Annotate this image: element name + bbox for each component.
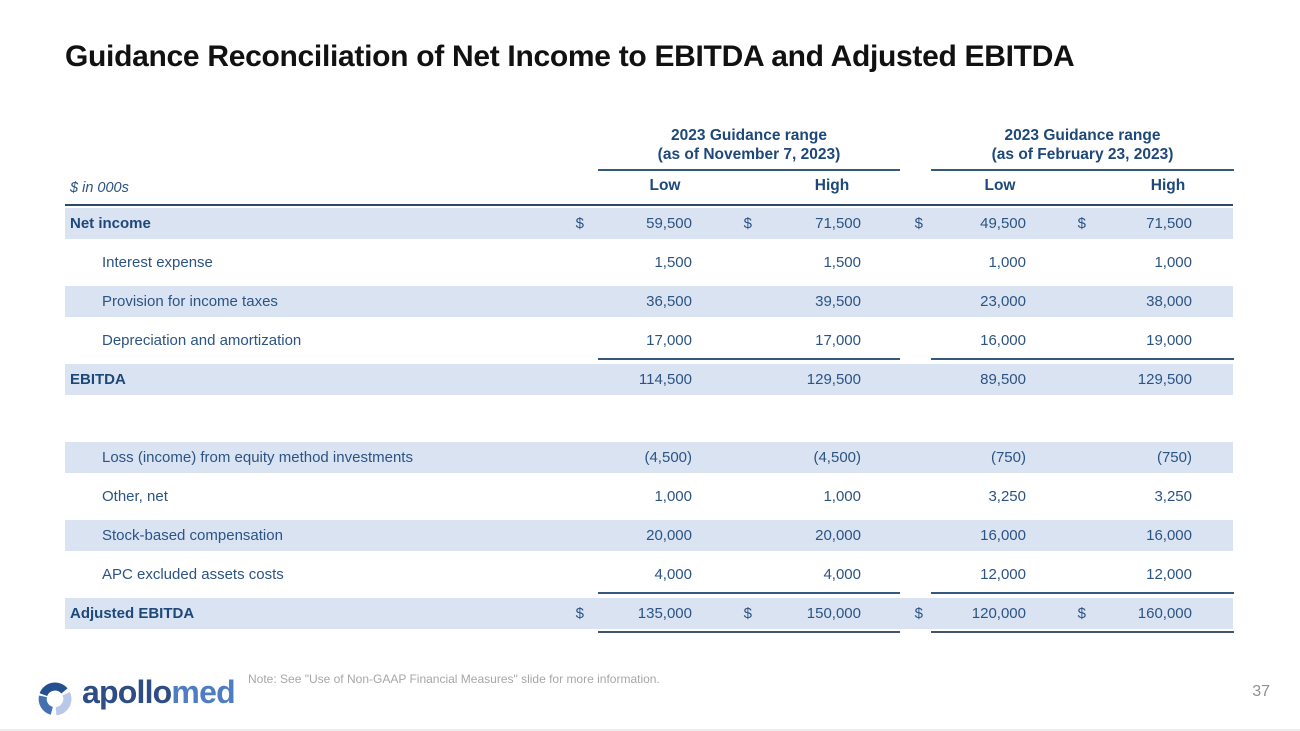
cell-value: (4,500) [644, 449, 692, 466]
cell-value: 4,000 [823, 566, 861, 583]
cell-value: 59,500 [646, 215, 692, 232]
currency-symbol: $ [575, 215, 584, 232]
row-label: APC excluded assets costs [102, 566, 284, 583]
cell-value: 16,000 [980, 332, 1026, 349]
table-row-apc-excluded-assets: APC excluded assets costs 4,000 4,000 12… [65, 555, 1233, 594]
subtotal-underline [598, 592, 900, 594]
table-row-depreciation-amortization: Depreciation and amortization 17,000 17,… [65, 321, 1233, 360]
cell-value: 3,250 [988, 488, 1026, 505]
column-header-low: Low [649, 177, 681, 194]
page-number: 37 [1252, 683, 1270, 700]
subtotal-underline [931, 592, 1234, 594]
group-underline [598, 169, 900, 171]
table-row-equity-method-investments: Loss (income) from equity method investm… [65, 438, 1233, 477]
row-label: Stock-based compensation [102, 527, 283, 544]
cell-value: 71,500 [1146, 215, 1192, 232]
table-row-interest-expense: Interest expense 1,500 1,500 1,000 1,000 [65, 243, 1233, 282]
page-title: Guidance Reconciliation of Net Income to… [65, 40, 1075, 73]
column-header-high: High [1150, 177, 1186, 194]
cell-value: 49,500 [980, 215, 1026, 232]
cell-value: 17,000 [646, 332, 692, 349]
cell-value: 12,000 [980, 566, 1026, 583]
cell-value: 16,000 [980, 527, 1026, 544]
currency-symbol: $ [914, 215, 923, 232]
cell-value: 36,500 [646, 293, 692, 310]
units-label: $ in 000s [70, 180, 129, 196]
cell-value: 4,000 [654, 566, 692, 583]
total-bottom-border [931, 631, 1234, 633]
footnote: Note: See "Use of Non-GAAP Financial Mea… [248, 672, 660, 686]
cell-value: 114,500 [638, 371, 692, 388]
reconciliation-table: Net income $ 59,500 $ 71,500 $ 49,500 $ … [65, 204, 1234, 633]
table-row-other-net: Other, net 1,000 1,000 3,250 3,250 [65, 477, 1233, 516]
cell-value: 160,000 [1137, 605, 1192, 622]
cell-value: 19,000 [1146, 332, 1192, 349]
cell-value: 20,000 [646, 527, 692, 544]
cell-value: 39,500 [815, 293, 861, 310]
cell-value: 150,000 [806, 605, 861, 622]
cell-value: 38,000 [1146, 293, 1192, 310]
group-underline [931, 169, 1234, 171]
table-row-adjusted-ebitda: Adjusted EBITDA $ 135,000 $ 150,000 $ 12… [65, 594, 1233, 633]
cell-value: (750) [1156, 449, 1192, 466]
cell-value: 1,000 [823, 488, 861, 505]
cell-value: 12,000 [1146, 566, 1192, 583]
currency-symbol: $ [743, 215, 752, 232]
row-label: Adjusted EBITDA [70, 605, 195, 622]
wordmark-med: med [171, 674, 235, 710]
table-row-stock-based-compensation: Stock-based compensation 20,000 20,000 1… [65, 516, 1233, 555]
group-title-line2: (as of November 7, 2023) [657, 146, 841, 163]
wordmark-apollo: apollo [82, 674, 172, 710]
row-label: Net income [70, 215, 151, 232]
row-label: EBITDA [70, 371, 126, 388]
cell-value: 129,500 [806, 371, 861, 388]
table-row-net-income: Net income $ 59,500 $ 71,500 $ 49,500 $ … [65, 204, 1233, 243]
slide-bottom-edge [0, 729, 1300, 731]
group-title-line1: 2023 Guidance range [1004, 127, 1161, 144]
cell-value: 89,500 [980, 371, 1026, 388]
table-top-border [65, 204, 1233, 206]
currency-symbol: $ [575, 605, 584, 622]
subtotal-underline [598, 358, 900, 360]
column-header-low: Low [984, 177, 1016, 194]
row-label: Loss (income) from equity method investm… [102, 449, 413, 466]
currency-symbol: $ [914, 605, 923, 622]
row-label: Interest expense [102, 254, 213, 271]
cell-value: 1,000 [1154, 254, 1192, 271]
cell-value: 1,000 [988, 254, 1026, 271]
cell-value: 16,000 [1146, 527, 1192, 544]
table-row-provision-income-taxes: Provision for income taxes 36,500 39,500… [65, 282, 1233, 321]
column-group-header-november: 2023 Guidance range (as of November 7, 2… [598, 126, 900, 164]
group-title-line1: 2023 Guidance range [671, 127, 827, 144]
row-label: Other, net [102, 488, 168, 505]
cell-value: 3,250 [1154, 488, 1192, 505]
cell-value: 1,000 [654, 488, 692, 505]
section-spacer [65, 399, 1233, 438]
column-group-header-february: 2023 Guidance range (as of February 23, … [931, 126, 1234, 164]
cell-value: 71,500 [815, 215, 861, 232]
apollomed-logo-icon [36, 676, 74, 723]
cell-value: 17,000 [815, 332, 861, 349]
currency-symbol: $ [743, 605, 752, 622]
cell-value: 1,500 [654, 254, 692, 271]
cell-value: (750) [990, 449, 1026, 466]
group-title-line2: (as of February 23, 2023) [991, 146, 1174, 163]
column-header-high: High [814, 177, 850, 194]
currency-symbol: $ [1077, 605, 1086, 622]
cell-value: 129,500 [1137, 371, 1192, 388]
row-label: Depreciation and amortization [102, 332, 302, 349]
cell-value: 20,000 [815, 527, 861, 544]
cell-value: 120,000 [971, 605, 1026, 622]
cell-value: 135,000 [637, 605, 692, 622]
cell-value: 23,000 [980, 293, 1026, 310]
total-bottom-border [598, 631, 900, 633]
row-label: Provision for income taxes [102, 293, 278, 310]
cell-value: 1,500 [823, 254, 861, 271]
subtotal-underline [931, 358, 1234, 360]
table-row-ebitda: EBITDA 114,500 129,500 89,500 129,500 [65, 360, 1233, 399]
currency-symbol: $ [1077, 215, 1086, 232]
cell-value: (4,500) [813, 449, 861, 466]
apollomed-wordmark: apollomed [82, 674, 236, 711]
